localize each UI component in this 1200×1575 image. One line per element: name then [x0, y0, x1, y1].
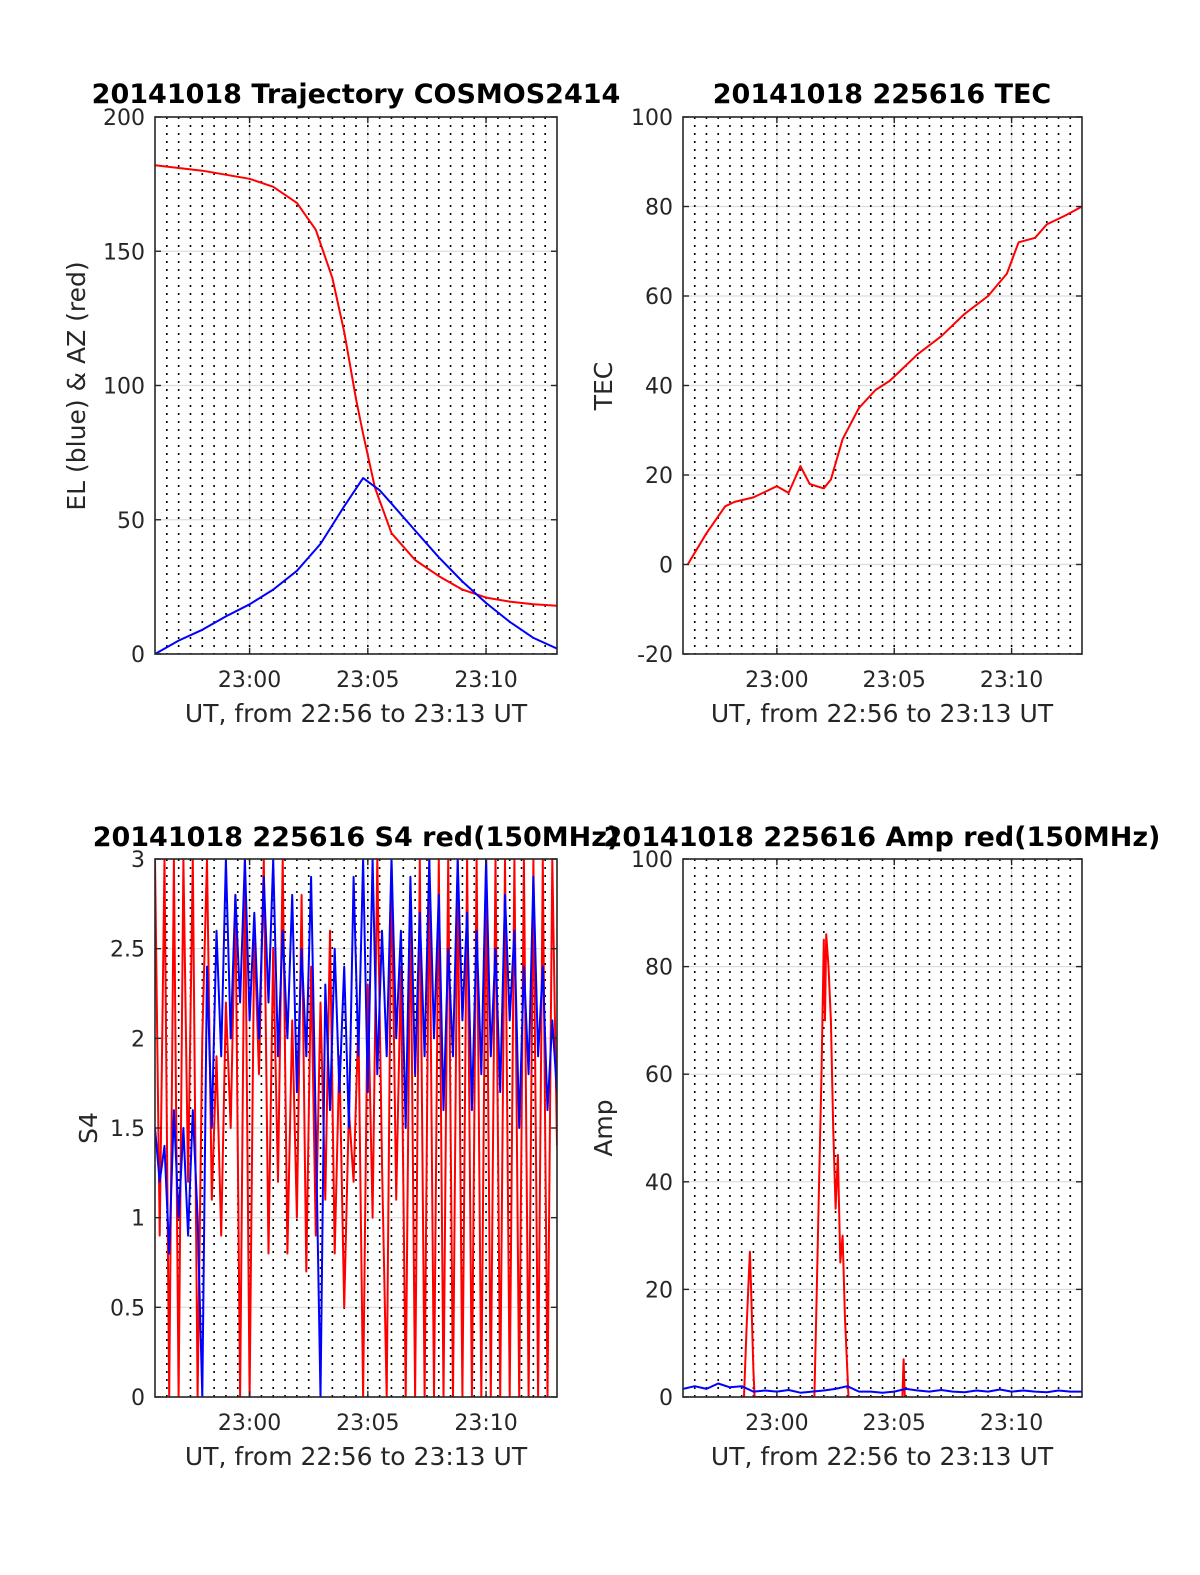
y-tick-label: 50 [117, 509, 145, 534]
y-tick-label: 40 [645, 375, 673, 400]
chart-title: 20141018 225616 S4 red(150MHz) [93, 822, 620, 853]
x-axis-label: UT, from 22:56 to 23:13 UT [185, 1442, 528, 1471]
x-axis-label: UT, from 22:56 to 23:13 UT [185, 699, 528, 728]
series-line-red [155, 164, 557, 607]
x-tick-label: 23:05 [336, 1411, 399, 1436]
y-tick-label: 0 [659, 1386, 673, 1411]
x-tick-label: 23:05 [336, 668, 399, 693]
y-axis-label: TEC [589, 362, 618, 412]
series-group [155, 164, 557, 654]
y-tick-label: 0 [659, 554, 673, 579]
y-tick-label: 3 [131, 848, 145, 873]
y-tick-label: 0.5 [110, 1296, 145, 1321]
x-tick-label: 23:10 [454, 668, 517, 693]
series-group [686, 205, 1082, 566]
y-tick-label: 2 [131, 1027, 145, 1052]
y-tick-label: 80 [645, 956, 673, 981]
chart-panel-1: 0 50 100 150 200 23:00 23:05 23:10 20141018 Traj… [62, 79, 620, 728]
chart-panel-2: -20 0 20 40 60 80 100 23:00 23:05 23:10 20141018 2… [589, 79, 1083, 728]
x-tick-label: 23:05 [863, 1411, 926, 1436]
y-tick-label: 100 [103, 375, 145, 400]
y-tick-label: 200 [103, 106, 145, 131]
x-tick-label: 23:10 [980, 1411, 1043, 1436]
series-line-blue [683, 1382, 1082, 1394]
chart-title: 20141018 Trajectory COSMOS2414 [92, 79, 621, 110]
y-tick-label: 60 [645, 285, 673, 310]
y-tick-label: 2.5 [110, 938, 145, 963]
y-axis-label: S4 [74, 1112, 103, 1144]
x-tick-label: 23:00 [745, 668, 808, 693]
chart-title: 20141018 225616 TEC [713, 79, 1052, 110]
y-tick-label: 1.5 [110, 1117, 145, 1142]
series-group [683, 933, 1082, 1397]
x-tick-label: 23:00 [218, 1411, 281, 1436]
y-tick-label: 100 [631, 106, 673, 131]
y-tick-label: 1 [131, 1207, 145, 1232]
x-tick-label: 23:10 [454, 1411, 517, 1436]
y-tick-label: 40 [645, 1171, 673, 1196]
chart-panel-4: 0 20 40 60 80 100 23:00 23:05 23:10 20141018 2256… [589, 822, 1160, 1471]
series-line-red [686, 205, 1082, 566]
x-tick-label: 23:00 [218, 668, 281, 693]
y-axis-label: Amp [589, 1099, 618, 1156]
series-line-red [155, 859, 557, 1397]
y-tick-label: 0 [131, 1386, 145, 1411]
y-tick-label: 0 [131, 643, 145, 668]
x-tick-label: 23:00 [745, 1411, 808, 1436]
chart-panel-3: 0 0.5 1 1.5 2 2.5 3 23:00 23:05 23:10 20141018 225… [74, 822, 619, 1471]
x-tick-label: 23:10 [980, 668, 1043, 693]
y-tick-label: 80 [645, 196, 673, 221]
y-tick-label: 20 [645, 464, 673, 489]
chart-title: 20141018 225616 Amp red(150MHz) [604, 822, 1161, 853]
y-tick-label: 60 [645, 1063, 673, 1088]
series-line-blue [155, 859, 557, 1397]
series-line-blue [155, 477, 557, 654]
y-axis-label: EL (blue) & AZ (red) [62, 261, 91, 510]
x-tick-label: 23:05 [863, 668, 926, 693]
y-tick-label: 20 [645, 1278, 673, 1303]
y-tick-label: 100 [631, 848, 673, 873]
series-line-red [743, 933, 906, 1397]
y-tick-label: -20 [637, 643, 673, 668]
y-tick-label: 150 [103, 240, 145, 265]
x-axis-label: UT, from 22:56 to 23:13 UT [711, 1442, 1054, 1471]
series-group [155, 859, 557, 1397]
x-axis-label: UT, from 22:56 to 23:13 UT [711, 699, 1054, 728]
axes-box [682, 858, 1083, 1398]
